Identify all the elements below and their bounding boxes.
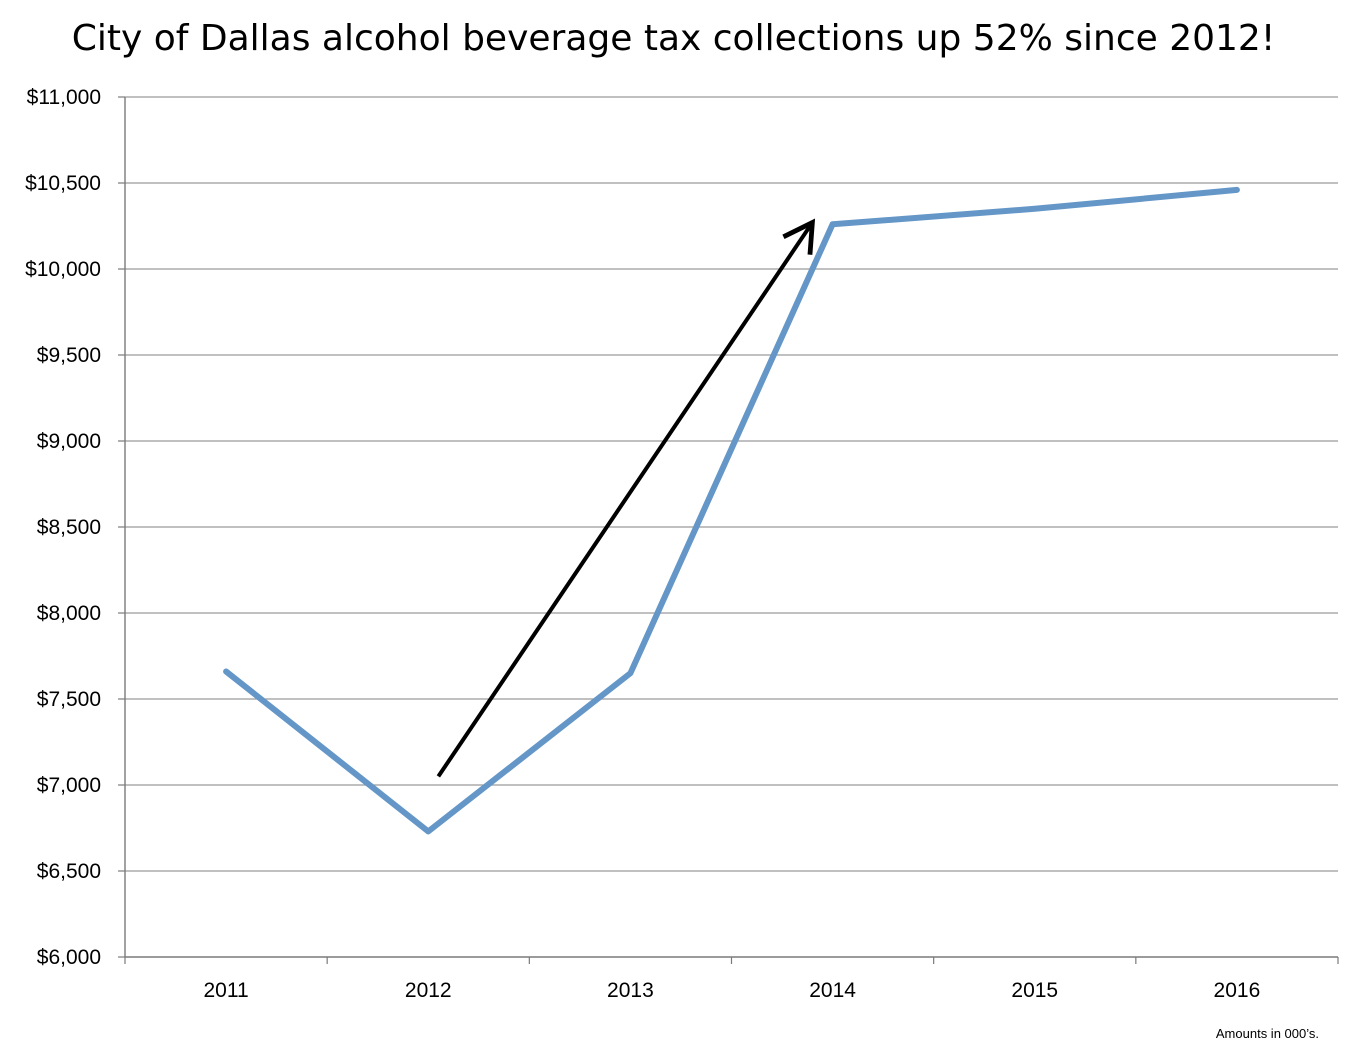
y-tick-label: $6,000 <box>37 946 101 969</box>
y-tick-label: $6,500 <box>37 860 101 883</box>
annotation-arrow <box>436 218 816 778</box>
chart-title: City of Dallas alcohol beverage tax coll… <box>71 18 1276 59</box>
y-tick-label: $9,000 <box>37 430 101 453</box>
y-tick-label: $10,000 <box>25 258 101 281</box>
x-tick-label: 2012 <box>405 979 452 1002</box>
x-tick-label: 2015 <box>1011 979 1058 1002</box>
y-tick-label: $7,000 <box>37 774 101 797</box>
series-line <box>223 186 1240 835</box>
y-tick-label: $8,000 <box>37 602 101 625</box>
y-tick-label: $11,000 <box>27 86 101 109</box>
footnote: Amounts in 000’s. <box>1215 1026 1319 1041</box>
y-tick-label: $8,500 <box>37 516 101 539</box>
y-tick-label: $10,500 <box>25 172 101 195</box>
x-tick-label: 2013 <box>607 979 654 1002</box>
y-tick-label: $7,500 <box>37 688 101 711</box>
x-tick-label: 2014 <box>809 979 856 1002</box>
x-tick-label: 2011 <box>203 979 248 1002</box>
x-tick-label: 2016 <box>1214 979 1261 1002</box>
y-tick-label: $9,500 <box>37 344 101 367</box>
